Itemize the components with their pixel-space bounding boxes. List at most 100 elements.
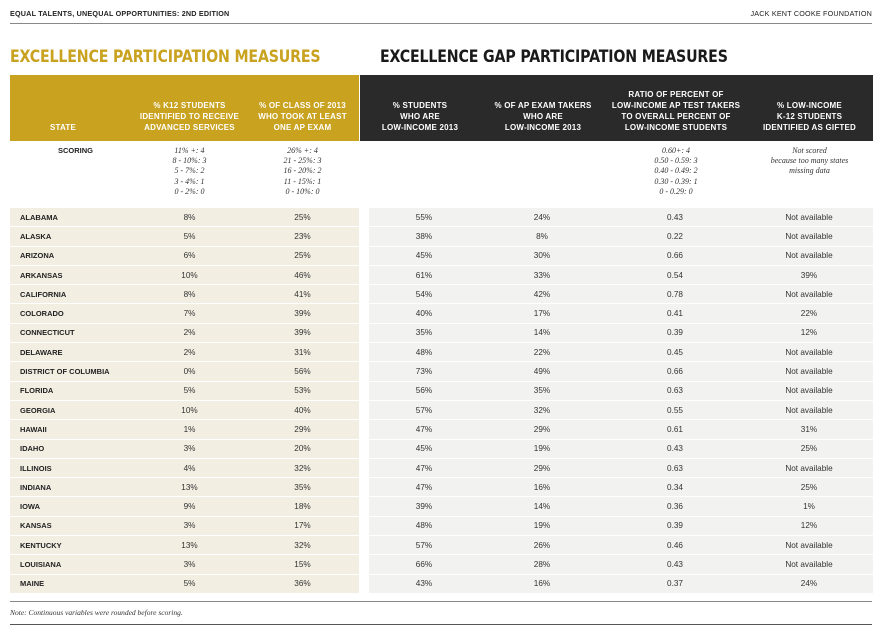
cell-low-income-ap: 28% bbox=[479, 555, 605, 574]
column-gap bbox=[359, 324, 369, 342]
cell-low-income-students: 40% bbox=[369, 304, 479, 323]
column-gap bbox=[359, 575, 369, 593]
cell-state: ALABAMA bbox=[10, 208, 133, 227]
column-gap bbox=[359, 536, 369, 554]
scoring-gifted: Not scored because too many states missi… bbox=[770, 146, 849, 176]
cell-ap-exam: 23% bbox=[246, 227, 359, 246]
column-gap bbox=[359, 517, 369, 535]
cell-state: CONNECTICUT bbox=[10, 323, 133, 343]
cell-low-income-ap: 14% bbox=[479, 323, 605, 343]
cell-low-income-students: 45% bbox=[369, 439, 479, 458]
cell-gifted: Not available bbox=[745, 343, 873, 362]
cell-advanced-services: 4% bbox=[133, 458, 246, 478]
cell-ratio: 0.41 bbox=[605, 304, 745, 323]
cell-ap-exam: 40% bbox=[246, 400, 359, 420]
cell-ap-exam: 35% bbox=[246, 478, 359, 497]
cell-low-income-ap: 19% bbox=[479, 516, 605, 536]
section-title-excellence: EXCELLENCE PARTICIPATION MEASURES bbox=[10, 47, 321, 66]
cell-gifted: Not available bbox=[745, 400, 873, 420]
cell-ap-exam: 46% bbox=[246, 265, 359, 285]
cell-ratio: 0.61 bbox=[605, 420, 745, 439]
cell-low-income-students: 54% bbox=[369, 285, 479, 304]
table-row: ARKANSAS 10% 46% 61% 33% 0.54 39% bbox=[10, 265, 873, 286]
cell-gifted: 39% bbox=[745, 265, 873, 285]
cell-advanced-services: 5% bbox=[133, 381, 246, 400]
cell-advanced-services: 9% bbox=[133, 497, 246, 516]
table-row: KENTUCKY 13% 32% 57% 26% 0.46 Not available bbox=[10, 536, 873, 556]
table-row: MAINE 5% 36% 43% 16% 0.37 24% bbox=[10, 574, 873, 594]
cell-gifted: 22% bbox=[745, 304, 873, 323]
cell-low-income-ap: 30% bbox=[479, 246, 605, 265]
cell-ratio: 0.43 bbox=[605, 555, 745, 574]
cell-advanced-services: 5% bbox=[133, 227, 246, 246]
cell-low-income-ap: 24% bbox=[479, 208, 605, 227]
cell-ap-exam: 39% bbox=[246, 323, 359, 343]
cell-gifted: Not available bbox=[745, 381, 873, 400]
col-header-low-income-students: % STUDENTS WHO ARE LOW-INCOME 2013 bbox=[381, 101, 459, 132]
scoring-label: SCORING bbox=[58, 146, 94, 155]
cell-low-income-students: 48% bbox=[369, 343, 479, 362]
cell-ratio: 0.63 bbox=[605, 458, 745, 478]
table-row: INDIANA 13% 35% 47% 16% 0.34 25% bbox=[10, 478, 873, 498]
cell-state: ARIZONA bbox=[10, 246, 133, 265]
bottom-rule bbox=[10, 624, 872, 625]
table-row: CONNECTICUT 2% 39% 35% 14% 0.39 12% bbox=[10, 323, 873, 344]
scoring-ratio: 0.60+: 4 0.50 - 0.59: 3 0.40 - 0.49: 2 0… bbox=[654, 146, 698, 196]
cell-low-income-students: 45% bbox=[369, 246, 479, 265]
column-gap bbox=[359, 227, 369, 245]
cell-low-income-ap: 8% bbox=[479, 227, 605, 246]
cell-ratio: 0.39 bbox=[605, 323, 745, 343]
cell-ap-exam: 39% bbox=[246, 304, 359, 323]
cell-low-income-students: 43% bbox=[369, 574, 479, 593]
running-head: EQUAL TALENTS, UNEQUAL OPPORTUNITIES: 2N… bbox=[10, 3, 872, 23]
cell-low-income-students: 73% bbox=[369, 362, 479, 381]
cell-gifted: Not available bbox=[745, 536, 873, 555]
cell-state: INDIANA bbox=[10, 478, 133, 497]
table-row: ALABAMA 8% 25% 55% 24% 0.43 Not available bbox=[10, 208, 873, 228]
cell-ratio: 0.36 bbox=[605, 497, 745, 516]
column-gap bbox=[359, 401, 369, 419]
cell-ratio: 0.66 bbox=[605, 362, 745, 381]
column-gap bbox=[359, 382, 369, 400]
cell-low-income-students: 55% bbox=[369, 208, 479, 227]
cell-advanced-services: 5% bbox=[133, 574, 246, 593]
running-head-right: JACK KENT COOKE FOUNDATION bbox=[750, 8, 872, 18]
scoring-row: SCORING 11% +: 4 8 - 10%: 3 5 - 7%: 2 3 … bbox=[10, 146, 873, 204]
cell-low-income-students: 61% bbox=[369, 265, 479, 285]
cell-advanced-services: 3% bbox=[133, 439, 246, 458]
data-table: ALABAMA 8% 25% 55% 24% 0.43 Not available ALASK… bbox=[10, 208, 873, 594]
column-gap bbox=[359, 304, 369, 322]
cell-low-income-ap: 19% bbox=[479, 439, 605, 458]
cell-ratio: 0.43 bbox=[605, 439, 745, 458]
cell-ratio: 0.78 bbox=[605, 285, 745, 304]
cell-low-income-ap: 29% bbox=[479, 458, 605, 478]
col-header-ratio: RATIO OF PERCENT OF LOW-INCOME AP TEST T… bbox=[611, 90, 741, 132]
cell-advanced-services: 0% bbox=[133, 362, 246, 381]
col-header-low-income-ap: % OF AP EXAM TAKERS WHO ARE LOW-INCOME 2… bbox=[494, 101, 592, 132]
cell-state: CALIFORNIA bbox=[10, 285, 133, 304]
cell-gifted: Not available bbox=[745, 555, 873, 574]
cell-state: MAINE bbox=[10, 574, 133, 593]
cell-ratio: 0.45 bbox=[605, 343, 745, 362]
cell-ap-exam: 29% bbox=[246, 420, 359, 439]
table-row: FLORIDA 5% 53% 56% 35% 0.63 Not available bbox=[10, 381, 873, 401]
cell-advanced-services: 3% bbox=[133, 516, 246, 536]
cell-state: HAWAII bbox=[10, 420, 133, 439]
cell-state: IDAHO bbox=[10, 439, 133, 458]
cell-gifted: 25% bbox=[745, 478, 873, 497]
table-row: IDAHO 3% 20% 45% 19% 0.43 25% bbox=[10, 439, 873, 459]
cell-low-income-students: 47% bbox=[369, 478, 479, 497]
cell-advanced-services: 3% bbox=[133, 555, 246, 574]
cell-low-income-students: 39% bbox=[369, 497, 479, 516]
cell-low-income-ap: 26% bbox=[479, 536, 605, 555]
cell-state: ALASKA bbox=[10, 227, 133, 246]
cell-state: GEORGIA bbox=[10, 400, 133, 420]
cell-advanced-services: 1% bbox=[133, 420, 246, 439]
cell-ap-exam: 36% bbox=[246, 574, 359, 593]
cell-advanced-services: 2% bbox=[133, 343, 246, 362]
cell-ratio: 0.55 bbox=[605, 400, 745, 420]
table-row: IOWA 9% 18% 39% 14% 0.36 1% bbox=[10, 497, 873, 517]
cell-state: ILLINOIS bbox=[10, 458, 133, 478]
cell-advanced-services: 13% bbox=[133, 478, 246, 497]
cell-ratio: 0.37 bbox=[605, 574, 745, 593]
